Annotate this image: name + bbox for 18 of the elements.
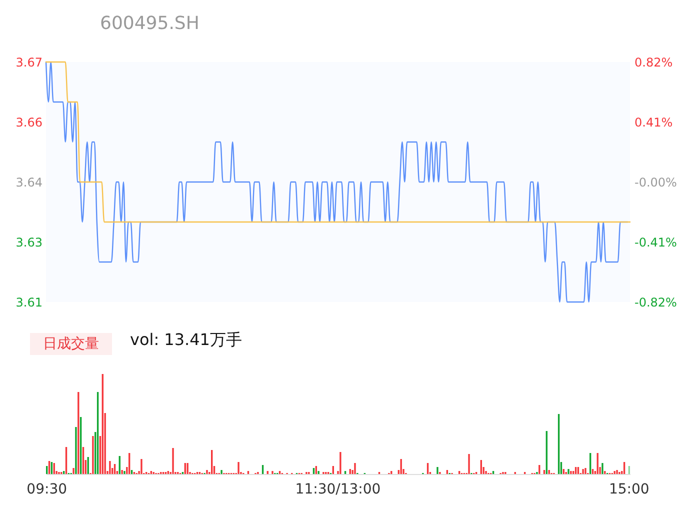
y-tick-label: 3.64 [16,176,42,190]
x-tick-label: 15:00 [608,482,650,498]
y2-tick-label: 0.82% [634,56,673,70]
y2-tick-label: -0.41% [634,236,677,250]
y-tick-label: 3.67 [16,56,42,70]
x-tick-label: 09:30 [26,482,68,498]
line-series [45,61,631,223]
line-series [45,61,628,303]
y-tick-label: 3.63 [16,236,42,250]
y2-tick-label: -0.00% [634,176,677,190]
chart-title: 日成交量 [30,333,112,355]
y-tick-label: 3.66 [16,116,42,130]
x-tick-label: 11:30/13:00 [295,482,381,498]
y2-tick-label: -0.82% [634,296,677,310]
y-tick-label: 3.61 [16,296,42,310]
y2-tick-label: 0.41% [634,116,673,130]
chart-title: 600495.SH [100,13,200,34]
text: vol: 13.41万手 [130,330,242,351]
